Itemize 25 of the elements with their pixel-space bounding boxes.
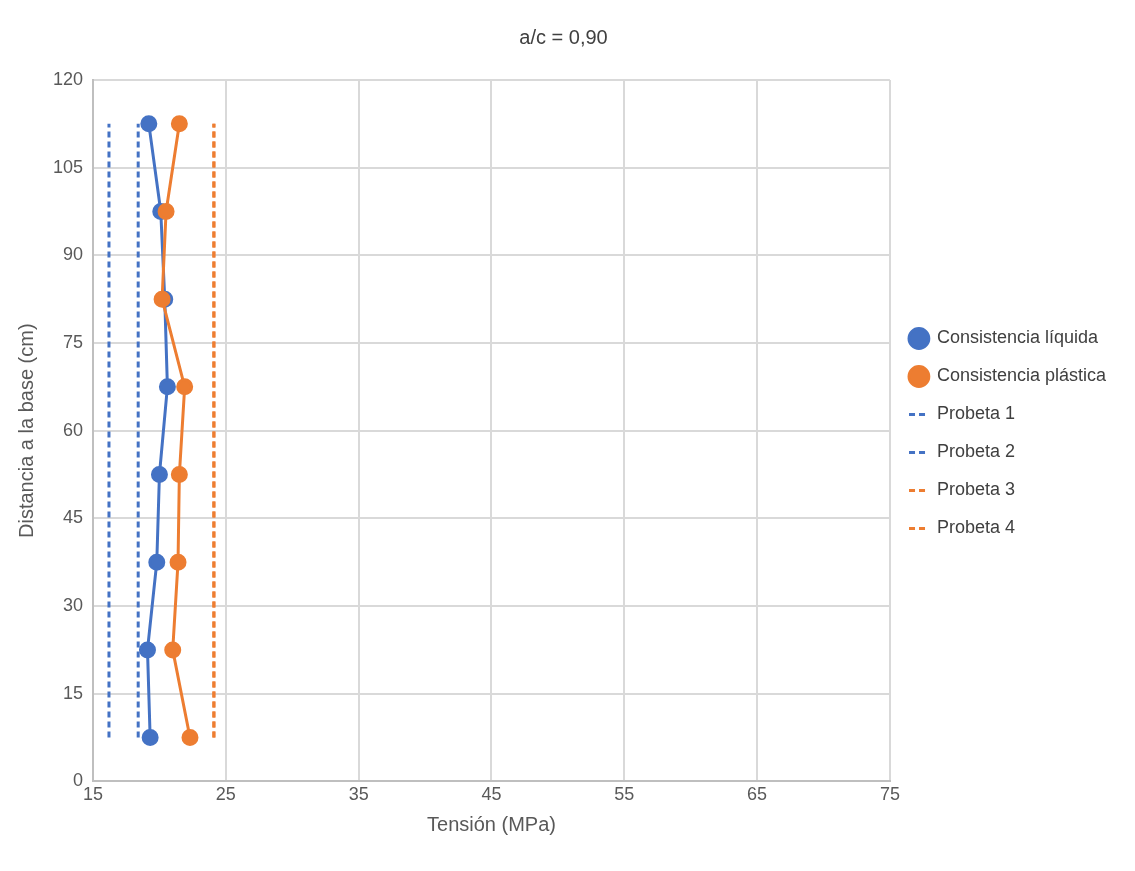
- y-tick-label: 45: [63, 507, 84, 528]
- y-tick-label: 105: [52, 156, 84, 177]
- x-tick-label: 35: [348, 784, 369, 805]
- legend-label: Consistencia líquida: [936, 327, 1099, 348]
- legend-label: Probeta 3: [936, 479, 1015, 500]
- y-tick-label: 75: [63, 331, 84, 352]
- y-tick-label: 120: [52, 68, 84, 89]
- legend-label: Probeta 4: [936, 517, 1015, 538]
- y-tick-label: 15: [63, 682, 84, 703]
- x-tick-label: 75: [879, 784, 900, 805]
- y-axis-title: Distancia a la base (cm): [14, 323, 37, 538]
- y-tick-label: 90: [63, 244, 84, 265]
- y-tick-label: 0: [73, 770, 84, 791]
- y-tick-label: 60: [63, 419, 84, 440]
- legend-label: Probeta 1: [936, 403, 1015, 424]
- x-tick-label: 45: [481, 784, 502, 805]
- x-axis-title: Tensión (MPa): [427, 812, 556, 835]
- chart-title: a/c = 0,90: [519, 25, 608, 48]
- y-tick-label: 30: [63, 595, 84, 616]
- x-tick-label: 25: [215, 784, 236, 805]
- x-tick-label: 55: [614, 784, 635, 805]
- x-tick-label: 15: [83, 784, 104, 805]
- legend-label: Consistencia plástica: [936, 365, 1107, 386]
- x-tick-label: 65: [747, 784, 768, 805]
- legend-label: Probeta 2: [936, 441, 1015, 462]
